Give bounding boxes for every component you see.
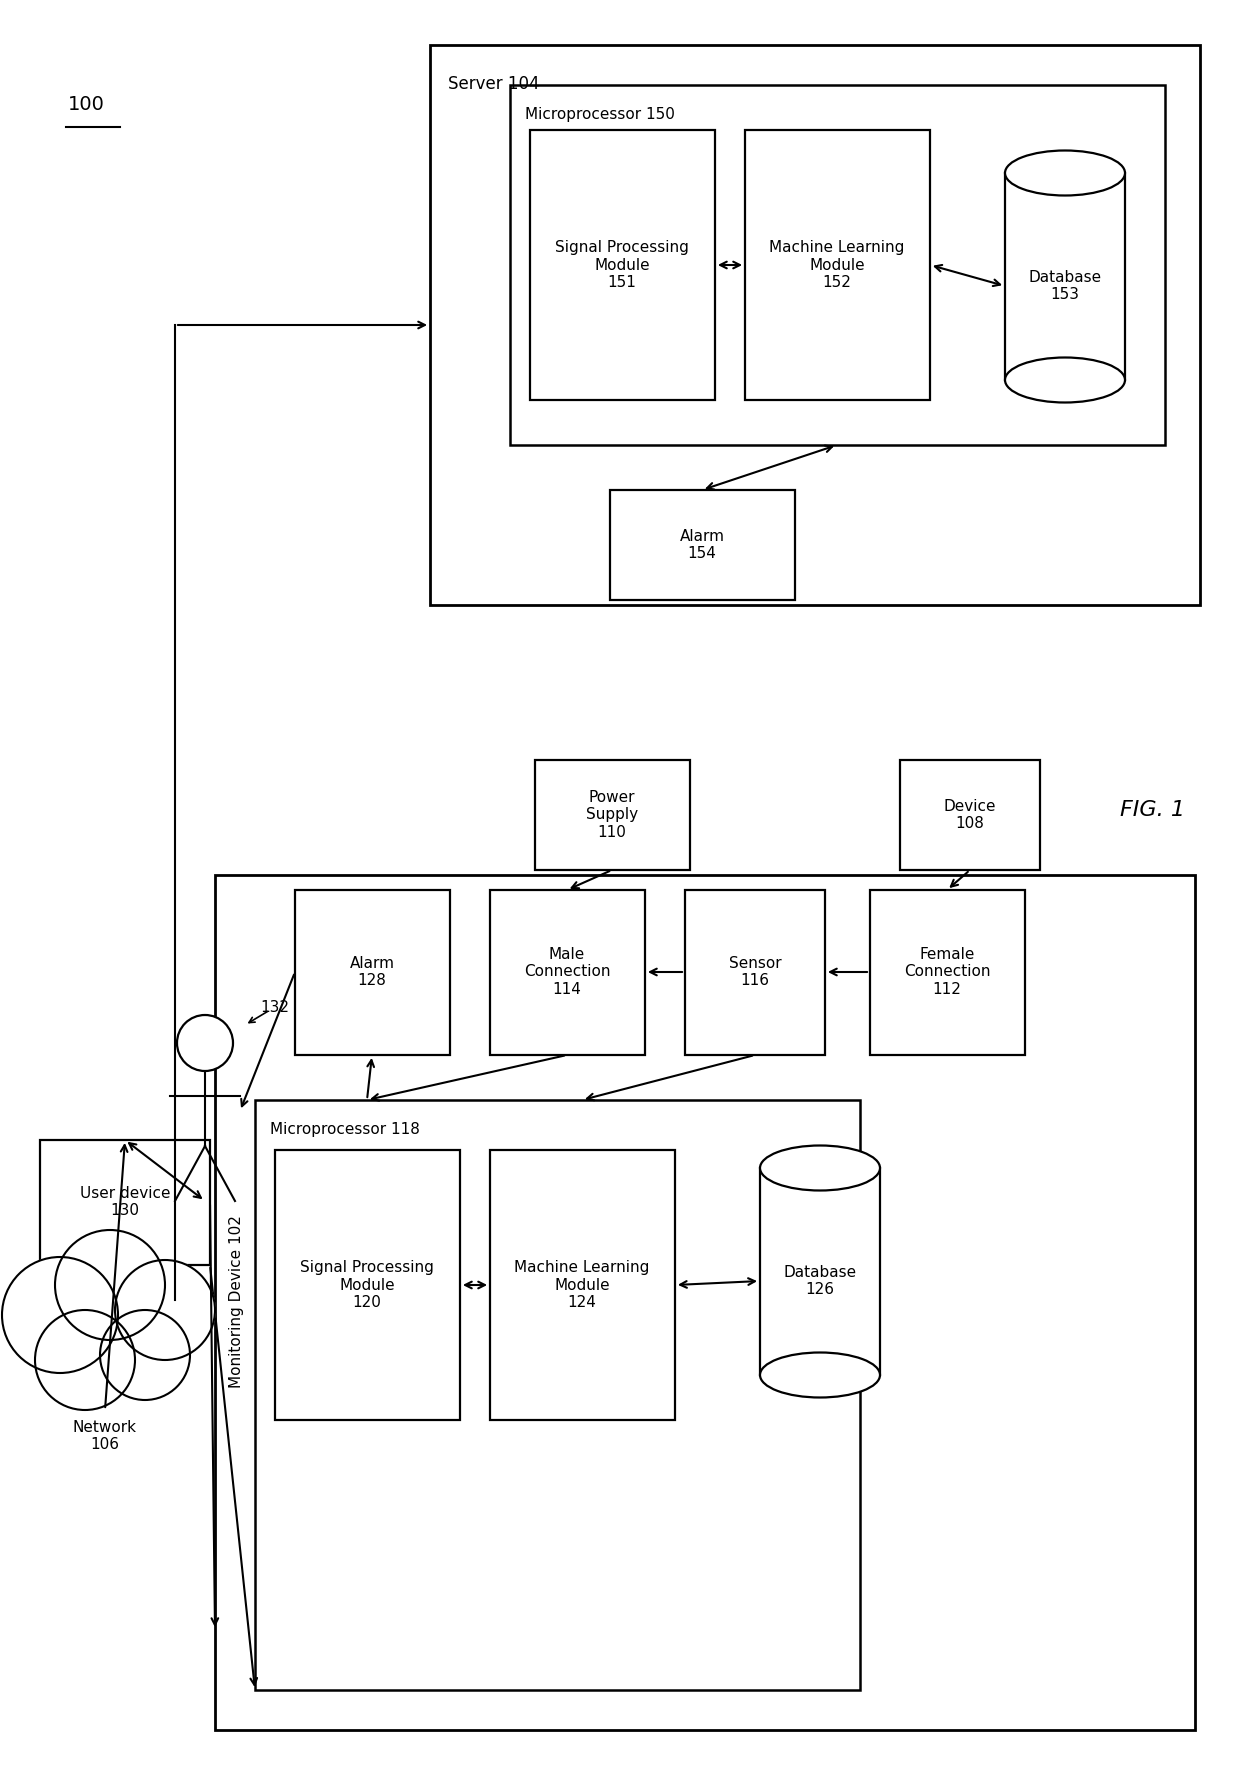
Text: Server 104: Server 104 [448,75,539,93]
Circle shape [100,1309,190,1400]
Bar [295,890,450,1055]
Bar [870,890,1025,1055]
Bar [510,85,1166,445]
Ellipse shape [1004,151,1125,196]
Bar [490,1149,675,1420]
Bar [430,44,1200,605]
Text: Power
Supply
110: Power Supply 110 [587,790,639,840]
Text: 100: 100 [68,94,105,114]
Circle shape [115,1260,215,1359]
Text: Machine Learning
Module
152: Machine Learning Module 152 [769,240,905,290]
Bar [255,1099,861,1690]
Text: FIG. 1: FIG. 1 [1120,801,1185,820]
Bar [534,760,689,870]
Circle shape [177,1016,233,1071]
Text: Network
106: Network 106 [73,1420,136,1452]
Text: Machine Learning
Module
124: Machine Learning Module 124 [515,1260,650,1309]
Bar [40,1140,210,1265]
Text: Monitoring Device 102: Monitoring Device 102 [229,1215,244,1388]
Bar [275,1149,460,1420]
Text: Alarm
154: Alarm 154 [680,528,724,560]
Bar [900,760,1040,870]
Text: Signal Processing
Module
151: Signal Processing Module 151 [556,240,689,290]
Text: Device
108: Device 108 [944,799,996,831]
Text: 132: 132 [260,1000,289,1016]
Bar [215,875,1195,1729]
Circle shape [55,1229,165,1340]
Bar [1004,173,1125,381]
Circle shape [2,1258,118,1373]
Circle shape [35,1309,135,1411]
Text: Female
Connection
112: Female Connection 112 [904,946,991,996]
Text: Sensor
116: Sensor 116 [729,955,781,987]
Bar [745,130,930,400]
Text: Database
126: Database 126 [784,1265,857,1297]
Text: Alarm
128: Alarm 128 [350,955,394,987]
Text: Signal Processing
Module
120: Signal Processing Module 120 [300,1260,434,1309]
Bar [610,489,795,600]
Text: User device
130: User device 130 [79,1187,170,1219]
Text: Microprocessor 150: Microprocessor 150 [525,107,675,123]
Ellipse shape [1004,358,1125,402]
Text: Male
Connection
114: Male Connection 114 [523,946,610,996]
Bar [684,890,825,1055]
Bar [490,890,645,1055]
Ellipse shape [760,1146,880,1190]
Text: Database
153: Database 153 [1028,270,1101,302]
Bar [529,130,715,400]
Bar [760,1169,880,1375]
Ellipse shape [760,1352,880,1398]
Text: Microprocessor 118: Microprocessor 118 [270,1123,420,1137]
